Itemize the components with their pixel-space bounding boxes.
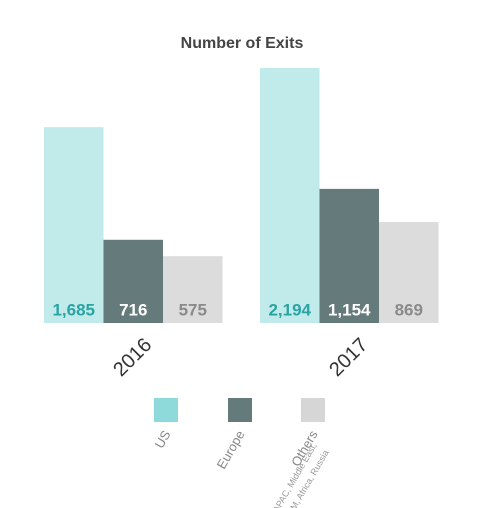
value-label: 716 (119, 300, 147, 319)
legend-swatch (301, 398, 325, 422)
value-label: 1,154 (328, 300, 371, 319)
chart-title: Number of Exits (181, 35, 304, 52)
value-label: 869 (395, 300, 423, 319)
bar (379, 221, 439, 323)
legend-label: Europe (214, 428, 248, 472)
bar (319, 188, 379, 323)
x-tick-label: 2016 (109, 334, 156, 381)
legend-swatch (154, 398, 178, 422)
bar (44, 127, 104, 323)
bar (163, 256, 223, 323)
x-tick-label: 2017 (325, 334, 372, 381)
legend-label: US (152, 427, 174, 450)
bar (103, 239, 163, 323)
legend-swatch (228, 398, 252, 422)
value-label: 2,194 (268, 300, 311, 319)
bar (260, 68, 320, 323)
value-label: 1,685 (52, 300, 95, 319)
value-label: 575 (179, 300, 207, 319)
